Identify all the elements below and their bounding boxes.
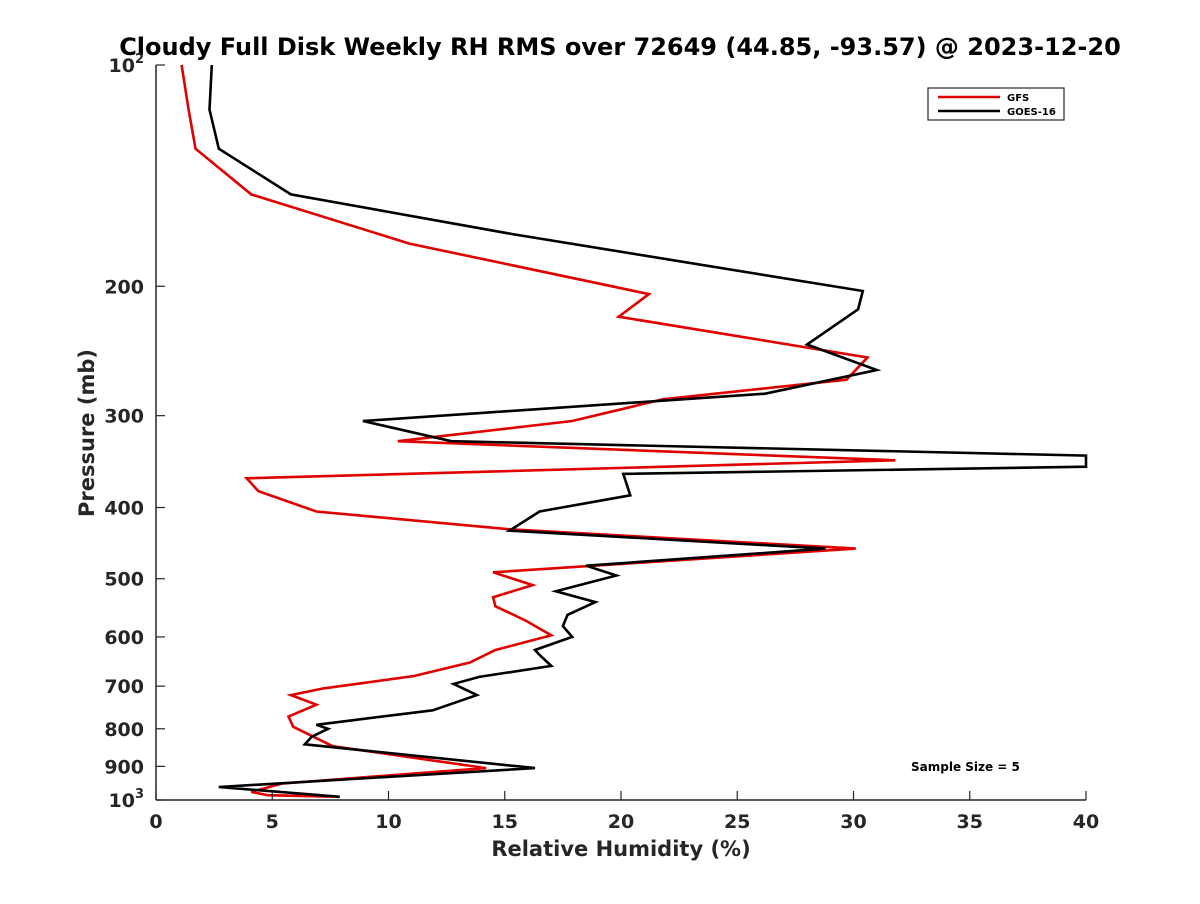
plot-background — [156, 65, 1086, 800]
plot-area: 0 5 10 15 20 25 30 35 40 10220030040050060070080… — [104, 52, 1099, 833]
y-tick-label: 600 — [104, 627, 144, 649]
x-tick-label: 0 — [149, 811, 162, 833]
x-ticks: 0 5 10 15 20 25 30 35 40 — [149, 791, 1099, 833]
y-tick-label: 900 — [104, 756, 144, 778]
sample-size-annotation: Sample Size = 5 — [911, 760, 1020, 774]
x-tick-label: 25 — [724, 811, 750, 833]
y-tick-exponent: 3 — [135, 787, 144, 802]
y-tick-label: 102 — [109, 52, 145, 77]
y-tick-label: 300 — [104, 406, 144, 428]
y-tick-base: 10 — [109, 55, 135, 77]
legend-box — [927, 87, 1065, 121]
y-tick-label: 400 — [104, 498, 144, 520]
y-tick-base: 10 — [109, 790, 135, 812]
x-tick-label: 5 — [266, 811, 279, 833]
chart-title: Cloudy Full Disk Weekly RH RMS over 7264… — [119, 33, 1121, 61]
x-axis-label: Relative Humidity (%) — [491, 837, 750, 861]
y-axis-label: Pressure (mb) — [75, 349, 99, 517]
y-tick-label: 200 — [104, 276, 144, 298]
x-tick-label: 35 — [957, 811, 983, 833]
x-tick-label: 20 — [608, 811, 634, 833]
y-tick-label: 103 — [109, 787, 145, 812]
x-tick-label: 15 — [492, 811, 518, 833]
x-tick-label: 10 — [375, 811, 401, 833]
y-tick-exponent: 2 — [135, 52, 144, 67]
y-tick-label: 700 — [104, 676, 144, 698]
legend: GFS GOES-16 — [927, 87, 1065, 121]
series-line-goes16 — [208, 64, 1088, 799]
series-line-gfs — [180, 64, 896, 799]
x-tick-label: 30 — [840, 811, 866, 833]
y-tick-label: 500 — [104, 569, 144, 591]
series-layer — [180, 64, 1088, 799]
y-tick-label: 800 — [104, 719, 144, 741]
x-tick-label: 40 — [1073, 811, 1099, 833]
legend-label-gfs: GFS — [1007, 93, 1029, 104]
legend-label-goes16: GOES-16 — [1007, 107, 1056, 118]
